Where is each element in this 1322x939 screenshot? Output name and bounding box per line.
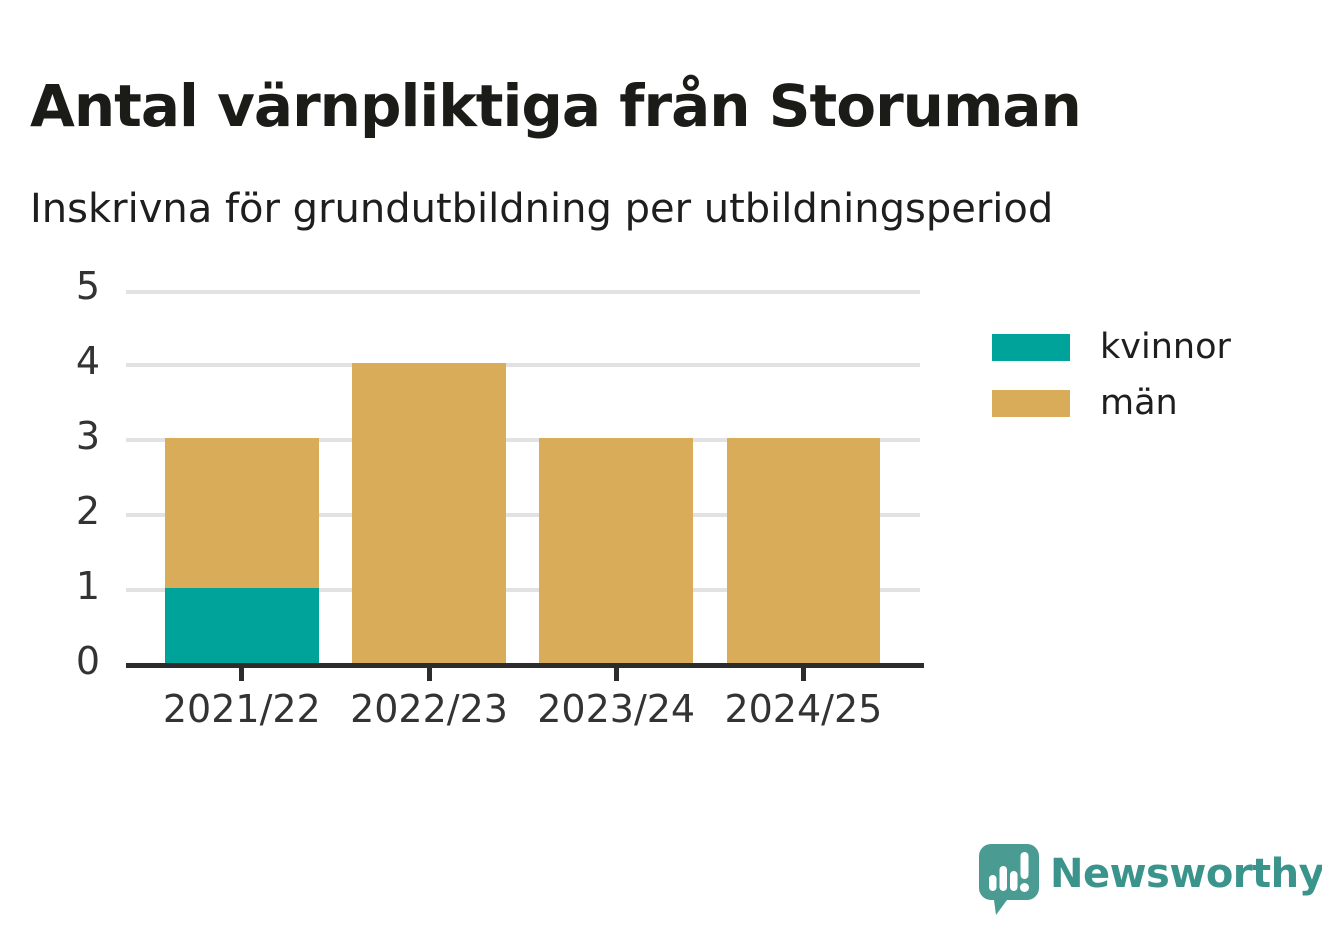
grid-line (126, 290, 920, 294)
bar-segment-män (352, 363, 506, 663)
legend: kvinnor män (992, 330, 1231, 446)
chart-subtitle: Inskrivna för grundutbildning per utbild… (30, 186, 1054, 232)
plot-area (126, 290, 920, 665)
legend-label: kvinnor (1100, 327, 1231, 367)
bar-segment-män (539, 438, 693, 663)
brand-logo: Newsworthy (978, 843, 1322, 919)
bar-segment-kvinnor (165, 588, 319, 663)
legend-swatch (992, 390, 1070, 417)
legend-item-män: män (992, 386, 1231, 421)
grid-line (126, 513, 920, 517)
bar-segment-män (165, 438, 319, 588)
x-axis-line (126, 663, 924, 668)
y-tick-label: 2 (75, 489, 100, 533)
x-axis-tick (426, 668, 432, 681)
bar-2023/24 (539, 288, 693, 663)
grid-line (126, 438, 920, 442)
bar-2022/23 (352, 288, 506, 663)
x-axis-tick (239, 668, 245, 681)
x-axis-tick (800, 668, 806, 681)
bar-segment-män (726, 438, 881, 663)
legend-label: män (1100, 383, 1178, 423)
y-tick-label: 4 (75, 339, 100, 383)
chart-title: Antal värnpliktiga från Storuman (30, 71, 1082, 140)
legend-item-kvinnor: kvinnor (992, 330, 1231, 365)
grid-line (126, 588, 920, 592)
x-tick-label: 2022/23 (350, 687, 508, 731)
x-tick-label: 2023/24 (537, 687, 696, 731)
x-tick-label: 2024/25 (724, 687, 883, 731)
y-tick-label: 5 (75, 264, 100, 308)
x-tick-label: 2021/22 (162, 687, 321, 731)
bar-2021/22 (165, 288, 319, 663)
y-tick-label: 0 (75, 639, 100, 683)
grid-line (126, 363, 920, 367)
y-tick-label: 1 (75, 564, 100, 608)
legend-swatch (992, 334, 1070, 361)
y-tick-label: 3 (75, 414, 100, 458)
newsworthy-speech-bubble-chart-icon (979, 844, 1039, 915)
brand-name: Newsworthy (1050, 851, 1322, 897)
bar-2024/25 (726, 288, 881, 663)
x-axis-tick (613, 668, 619, 681)
